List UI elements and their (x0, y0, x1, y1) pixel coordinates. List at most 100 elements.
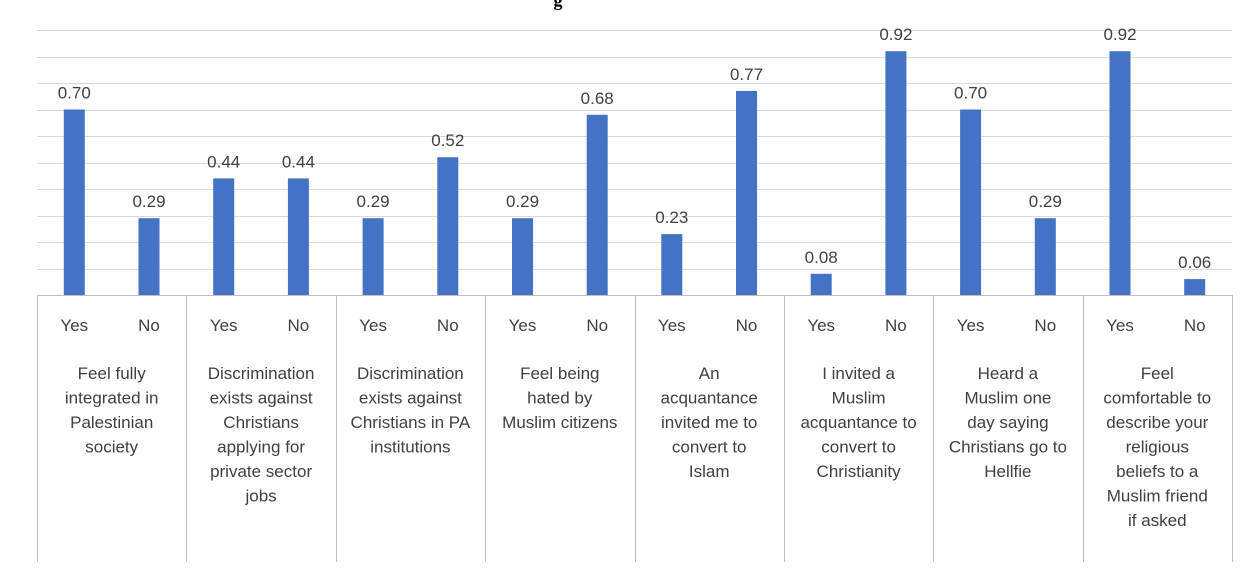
category-label-line: acquantance to (800, 413, 916, 432)
subcategory-tick-label: Yes (807, 316, 835, 335)
category-label-line: acquantance (661, 389, 758, 408)
data-label: 0.29 (132, 192, 165, 211)
category-label-line: Feel (1141, 364, 1174, 383)
data-label: 0.44 (282, 152, 315, 171)
bar-no (437, 157, 459, 295)
data-label: 0.77 (730, 65, 763, 84)
category-label-line: Christians go to (949, 438, 1067, 457)
category-label-line: Feel fully (78, 364, 147, 383)
category-label: Discrimination exists against Christians i… (351, 364, 471, 457)
category-label-line: society (85, 438, 138, 457)
bar-yes (810, 273, 832, 295)
category-label-line: jobs (245, 487, 277, 506)
category-label-line: I invited a (822, 364, 895, 383)
subcategory-tick-label: Yes (509, 316, 537, 335)
subcategory-tick-label: No (885, 316, 907, 335)
category-label-line: An (699, 364, 720, 383)
data-label: 0.44 (207, 152, 240, 171)
subcategory-tick-label: No (1034, 316, 1056, 335)
data-label: 0.52 (431, 131, 464, 150)
subcategory-tick-label: Yes (1106, 316, 1134, 335)
subcategory-tick-label: No (138, 316, 160, 335)
category-label-line: day saying (967, 413, 1048, 432)
category-label-line: comfortable to (1103, 389, 1211, 408)
category-label-line: Muslim (832, 389, 886, 408)
category-label-line: religious (1126, 438, 1189, 457)
category-label-line: Muslim one (964, 389, 1051, 408)
category-label-line: invited me to (661, 413, 757, 432)
bars (63, 51, 1206, 296)
bar-yes (213, 178, 235, 295)
bar-yes (512, 218, 533, 295)
data-label: 0.70 (954, 84, 987, 103)
chart-title: g (554, 0, 563, 10)
category-label-line: Muslim friend (1107, 487, 1208, 506)
category-label: Heard a Muslim one day saying Christians go… (949, 364, 1067, 481)
category-label-line: if asked (1128, 511, 1187, 530)
bar-yes (661, 234, 683, 295)
bar-yes (960, 109, 982, 295)
subcategory-tick-label: Yes (210, 316, 238, 335)
category-label-line: exists against (210, 389, 313, 408)
subcategory-tick-label: No (1184, 316, 1206, 335)
bar-no (1034, 218, 1056, 295)
data-label: 0.06 (1178, 253, 1211, 272)
bar-no (736, 90, 757, 296)
category-axis: Yes No Feel fully integrated in Palestinian s… (37, 295, 1233, 562)
data-label: 0.23 (655, 208, 688, 227)
category-label-line: private sector (210, 462, 312, 481)
bar-no (586, 114, 608, 295)
category-label: An acquantance invited me to convert to Isla… (661, 364, 758, 481)
data-label: 0.92 (879, 25, 912, 44)
data-label: 0.70 (58, 84, 91, 103)
category-label: Discrimination exists against Christians ap… (208, 364, 315, 506)
category-label-line: Christianity (817, 462, 902, 481)
category-label-line: integrated in (65, 389, 159, 408)
bar-no (885, 51, 907, 296)
category-label-line: Palestinian (70, 413, 153, 432)
subcategory-tick-label: No (586, 316, 608, 335)
subcategory-tick-label: Yes (359, 316, 387, 335)
gridlines (37, 30, 1232, 270)
data-label: 0.29 (506, 192, 539, 211)
category-label: Feel being hated by Muslim citizens (502, 364, 617, 432)
bar-yes (1109, 51, 1131, 296)
category-label-line: describe your (1106, 413, 1208, 432)
bar-no (1184, 279, 1206, 295)
subcategory-tick-label: No (437, 316, 459, 335)
data-label: 0.08 (805, 248, 838, 267)
category-label-line: institutions (370, 438, 450, 457)
value-labels: 0.70 0.29 0.44 0.44 0.29 0.52 0.29 0.68 0.23 0.77… (58, 25, 1211, 272)
bar-yes (362, 218, 384, 295)
category-label-line: convert to (672, 438, 747, 457)
category-label-line: convert to (821, 438, 896, 457)
category-label-line: Christians in PA (351, 413, 471, 432)
category-label-line: Discrimination (208, 364, 315, 383)
category-label-line: Heard a (978, 364, 1039, 383)
data-label: 0.92 (1103, 25, 1136, 44)
subcategory-tick-label: No (288, 316, 310, 335)
category-label-line: hated by (527, 389, 593, 408)
bar-yes (63, 109, 85, 295)
subcategory-tick-label: Yes (658, 316, 686, 335)
category-label: Feel fully integrated in Palestinian societ… (65, 364, 159, 457)
data-label: 0.68 (581, 89, 614, 108)
category-label: I invited a Muslim acquantance to convert t… (800, 364, 916, 481)
category-label-line: applying for (217, 438, 305, 457)
subcategory-tick-label: Yes (60, 316, 88, 335)
category-label-line: Islam (689, 462, 730, 481)
data-label: 0.29 (357, 192, 390, 211)
subcategory-tick-label: No (736, 316, 758, 335)
category-label-line: Christians (223, 413, 299, 432)
subcategory-tick-label: Yes (957, 316, 985, 335)
bar-no (287, 178, 309, 295)
category-label-line: exists against (359, 389, 462, 408)
category-label-line: Muslim citizens (502, 413, 617, 432)
category-label-line: Hellfie (984, 462, 1031, 481)
data-label: 0.29 (1029, 192, 1062, 211)
category-label-line: Discrimination (357, 364, 464, 383)
category-label-line: beliefs to a (1116, 462, 1199, 481)
category-label-line: Feel being (520, 364, 599, 383)
